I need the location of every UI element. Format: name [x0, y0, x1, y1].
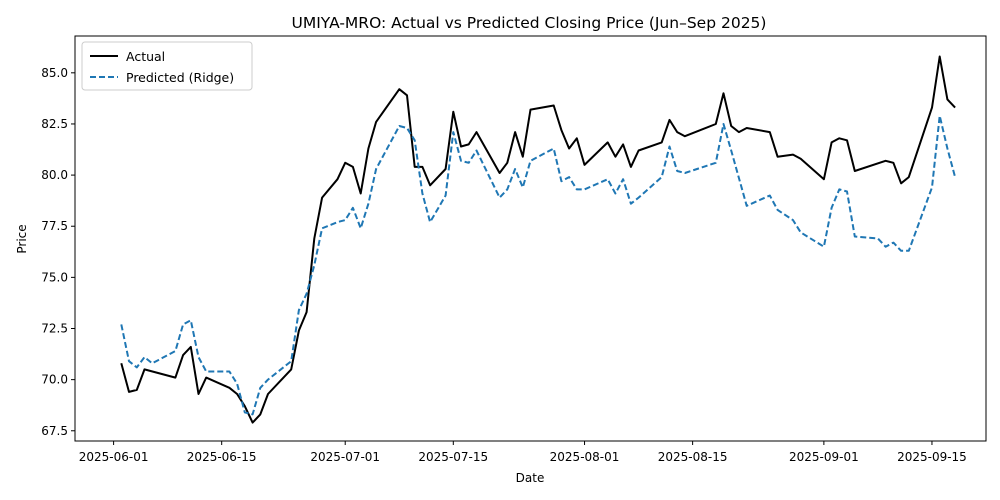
series-line-actual [120, 55, 956, 424]
legend: Actual Predicted (Ridge) [81, 41, 253, 91]
x-tick-label: 2025-07-15 [418, 450, 488, 464]
y-tick-label: 72.5 [41, 322, 68, 336]
y-tick-label: 75.0 [41, 270, 68, 284]
plot-area [74, 35, 987, 442]
x-tick-label: 2025-09-01 [789, 450, 859, 464]
y-tick-label: 80.0 [41, 168, 68, 182]
y-tick-label: 67.5 [41, 424, 68, 438]
x-tick-label: 2025-06-01 [79, 450, 149, 464]
y-axis-label: Price [15, 224, 29, 253]
x-tick-label: 2025-09-15 [897, 450, 967, 464]
legend-label-predicted: Predicted (Ridge) [126, 70, 234, 85]
y-tick-label: 70.0 [41, 373, 68, 387]
y-tick-label: 85.0 [41, 66, 68, 80]
legend-box [81, 41, 253, 91]
x-axis: 2025-06-01 2025-06-15 2025-07-01 2025-07-15… [79, 441, 967, 464]
x-axis-label: Date [516, 471, 545, 485]
y-tick-label: 82.5 [41, 117, 68, 131]
series-line-predicted [120, 114, 957, 416]
x-tick-label: 2025-08-15 [658, 450, 728, 464]
y-axis: 67.5 70.0 72.5 75.0 77.5 80.0 82.5 85.0 [41, 66, 75, 438]
series-layer [120, 55, 957, 424]
x-tick-label: 2025-06-15 [187, 450, 257, 464]
x-tick-label: 2025-07-01 [310, 450, 380, 464]
y-tick-label: 77.5 [41, 219, 68, 233]
x-tick-label: 2025-08-01 [550, 450, 620, 464]
chart-title: UMIYA-MRO: Actual vs Predicted Closing P… [292, 14, 767, 32]
legend-label-actual: Actual [126, 49, 165, 64]
plot-frame [74, 35, 987, 442]
